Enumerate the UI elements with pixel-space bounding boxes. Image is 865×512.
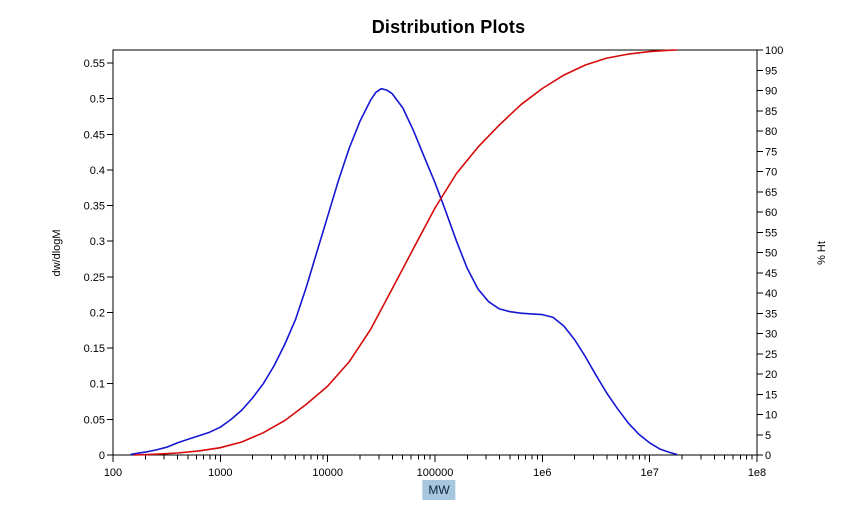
svg-text:80: 80	[765, 126, 777, 138]
right-axis-label: % Ht	[816, 241, 828, 265]
svg-text:90: 90	[765, 86, 777, 98]
svg-text:0.55: 0.55	[84, 58, 105, 70]
svg-text:1e6: 1e6	[533, 467, 551, 479]
svg-text:70: 70	[765, 167, 777, 179]
svg-text:0.5: 0.5	[90, 94, 105, 106]
svg-text:0.3: 0.3	[90, 236, 105, 248]
svg-text:15: 15	[765, 389, 777, 401]
left-axis-label: dw/dlogM	[51, 229, 63, 277]
svg-text:0: 0	[765, 450, 771, 462]
svg-text:30: 30	[765, 329, 777, 341]
svg-text:1e7: 1e7	[640, 467, 658, 479]
svg-text:1000: 1000	[208, 467, 232, 479]
svg-text:100000: 100000	[417, 467, 454, 479]
svg-text:0.05: 0.05	[84, 414, 105, 426]
svg-text:0.25: 0.25	[84, 272, 105, 284]
svg-text:0.15: 0.15	[84, 343, 105, 355]
svg-text:10000: 10000	[312, 467, 343, 479]
svg-text:0.1: 0.1	[90, 379, 105, 391]
svg-text:0.35: 0.35	[84, 201, 105, 213]
svg-text:95: 95	[765, 65, 777, 77]
svg-text:45: 45	[765, 268, 777, 280]
chart-title: Distribution Plots	[371, 17, 526, 37]
svg-text:0.45: 0.45	[84, 129, 105, 141]
svg-text:10: 10	[765, 410, 777, 422]
svg-text:0.2: 0.2	[90, 307, 105, 319]
svg-text:60: 60	[765, 207, 777, 219]
svg-text:85: 85	[765, 106, 777, 118]
svg-text:65: 65	[765, 187, 777, 199]
svg-text:20: 20	[765, 369, 777, 381]
svg-text:100: 100	[104, 467, 122, 479]
svg-text:25: 25	[765, 349, 777, 361]
svg-text:75: 75	[765, 146, 777, 158]
svg-text:100: 100	[765, 45, 783, 57]
svg-text:50: 50	[765, 248, 777, 260]
svg-text:35: 35	[765, 308, 777, 320]
svg-text:40: 40	[765, 288, 777, 300]
svg-text:5: 5	[765, 430, 771, 442]
svg-text:0: 0	[99, 450, 105, 462]
x-axis-label[interactable]: MW	[422, 480, 456, 500]
svg-text:1e8: 1e8	[748, 467, 766, 479]
svg-text:55: 55	[765, 227, 777, 239]
svg-text:0.4: 0.4	[90, 165, 105, 177]
